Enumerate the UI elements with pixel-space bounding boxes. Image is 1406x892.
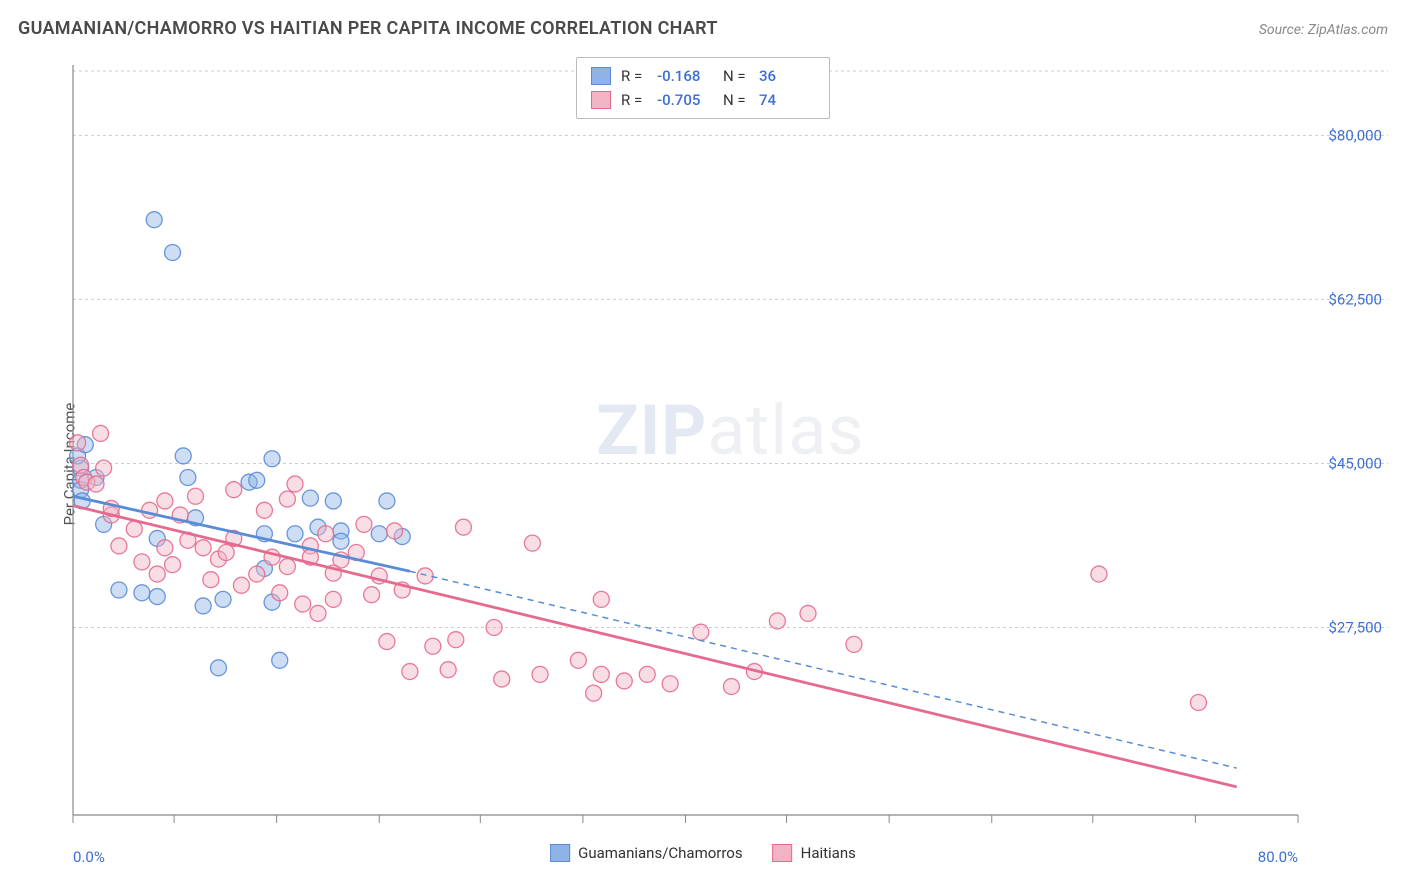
legend-item-guamanian: Guamanians/Chamorros xyxy=(550,844,742,862)
svg-text:$27,500: $27,500 xyxy=(1328,619,1382,637)
legend-row-haitian: R = -0.705 N = 74 xyxy=(591,88,815,112)
svg-text:80.0%: 80.0% xyxy=(1258,848,1298,866)
svg-text:0.0%: 0.0% xyxy=(73,848,105,866)
legend-swatch-haitian xyxy=(773,844,793,862)
legend-swatch-guamanian xyxy=(550,844,570,862)
legend-swatch-guamanian xyxy=(591,67,611,85)
correlation-legend: R = -0.168 N = 36 R = -0.705 N = 74 xyxy=(576,57,830,119)
legend-swatch-haitian xyxy=(591,91,611,109)
svg-text:$62,500: $62,500 xyxy=(1328,290,1382,308)
chart-header: GUAMANIAN/CHAMORRO VS HAITIAN PER CAPITA… xyxy=(18,18,1388,39)
chart-source: Source: ZipAtlas.com xyxy=(1259,22,1388,38)
plot-area: Per Capita Income $27,500$45,000$62,500$… xyxy=(18,55,1388,872)
scatter-plot-svg: $27,500 $45,000 $62,500 $80,000 0.0% 80.0% xyxy=(63,55,1388,870)
chart-title: GUAMANIAN/CHAMORRO VS HAITIAN PER CAPITA… xyxy=(18,18,718,39)
svg-text:$80,000: $80,000 xyxy=(1328,126,1382,144)
svg-text:$45,000: $45,000 xyxy=(1328,454,1382,472)
series-legend: Guamanians/Chamorros Haitians xyxy=(550,844,856,862)
legend-row-guamanian: R = -0.168 N = 36 xyxy=(591,64,815,88)
legend-item-haitian: Haitians xyxy=(773,844,856,862)
